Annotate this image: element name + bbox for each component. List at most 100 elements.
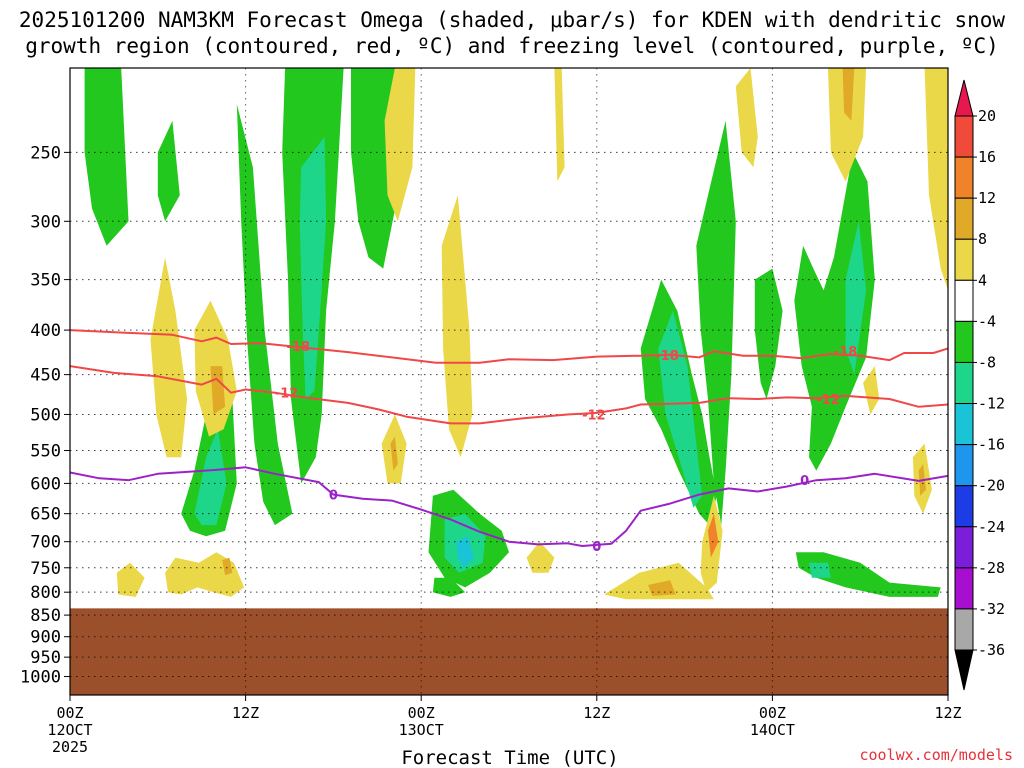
omega-region-down_mod-29	[648, 580, 676, 596]
colorbar-label-0: 20	[978, 107, 996, 125]
x-tick-label-60: 12Z	[934, 704, 961, 722]
colorbar-label-3: 8	[978, 230, 987, 248]
colorbar-bin-10	[954, 526, 974, 569]
omega-colorbar: 20 16 12 8 4 -4 -8 -12 -16 -20 -24 -28 -32 -36	[954, 79, 1005, 691]
omega-region-down_weak-24	[441, 195, 473, 458]
x-tick-label-0: 00Z	[56, 704, 83, 722]
y-tick-label-950: 950	[30, 648, 61, 668]
omega-region-down_mod-34	[842, 68, 855, 121]
omega-region-up_weak-1	[157, 120, 180, 222]
y-tick-label-650: 650	[30, 505, 61, 525]
contour-label-0-1: -18	[655, 349, 679, 364]
x-tick-date-48: 14OCT	[750, 721, 795, 739]
omega-region-up_mod-9	[658, 310, 703, 508]
y-tick-label-1000: 1000	[20, 668, 61, 688]
x-tick-label-48: 00Z	[759, 704, 786, 722]
y-tick-label-250: 250	[30, 143, 61, 163]
colorbar-label-4: 4	[978, 271, 987, 289]
colorbar-bin-1	[954, 156, 974, 199]
y-tick-label-400: 400	[30, 321, 61, 341]
omega-region-down_strong-31	[708, 513, 719, 558]
x-tick-label-12: 12Z	[232, 704, 259, 722]
y-tick-label-450: 450	[30, 366, 61, 386]
omega-region-up_mod-4	[194, 429, 227, 526]
colorbar-label-7: -12	[978, 395, 1005, 413]
colorbar-top-arrow	[954, 79, 974, 117]
colorbar-bin-0	[954, 115, 974, 158]
omega-region-down_weak-42	[526, 541, 555, 573]
omega-region-down_weak-33	[828, 68, 867, 182]
y-tick-label-500: 500	[30, 405, 61, 425]
omega-region-up_mod-19	[809, 562, 831, 578]
y-tick-label-850: 850	[30, 606, 61, 626]
omega-region-up_weak-11	[754, 268, 783, 399]
contour-label-2-0: 0	[329, 489, 338, 504]
y-tick-label-350: 350	[30, 271, 61, 291]
y-tick-label-700: 700	[30, 533, 61, 553]
colorbar-bin-6	[954, 361, 974, 405]
terrain-layer	[70, 608, 948, 695]
x-axis-title: Forecast Time (UTC)	[401, 747, 618, 768]
colorbar-label-8: -16	[978, 436, 1005, 454]
omega-region-up_mod-6	[299, 136, 327, 399]
pressure-axis: 2503003504004505005506006507007508008509…	[20, 143, 70, 688]
omega-region-down_weak-20	[150, 257, 188, 458]
temperature-contours: -18 -18 -18 -12 -12 -12 0 0 0	[70, 329, 948, 555]
x-tick-label-36: 12Z	[583, 704, 610, 722]
y-tick-label-800: 800	[30, 583, 61, 603]
y-tick-label-750: 750	[30, 559, 61, 579]
omega-region-down_weak-36	[863, 366, 880, 415]
omega-region-up_mod-13	[845, 221, 867, 375]
colorbar-label-10: -24	[978, 518, 1005, 536]
chart-title-line-2: growth region (contoured, red, ºC) and f…	[25, 34, 999, 58]
contour-line-1	[70, 365, 948, 425]
colorbar-bin-8	[954, 444, 974, 487]
omega-region-up_weak-12	[794, 152, 875, 471]
x-tick-label-24: 00Z	[408, 704, 435, 722]
contour-label-1-2: -12	[816, 393, 840, 408]
omega-region-up_strong-16	[456, 536, 474, 568]
omega-region-down_weak-28	[604, 562, 714, 600]
colorbar-bin-2	[954, 197, 974, 240]
x-tick-date-24: 13OCT	[399, 721, 444, 739]
omega-region-up_weak-2	[236, 104, 293, 526]
colorbar-bin-7	[954, 403, 974, 446]
contour-line-2	[70, 466, 948, 547]
plot-frame	[69, 67, 949, 696]
colorbar-bottom-arrow	[954, 649, 974, 691]
omega-region-up_weak-0	[84, 68, 129, 246]
omega-region-down_weak-32	[735, 68, 758, 168]
colorbar-label-12: -32	[978, 600, 1005, 618]
contour-label-1-0: -12	[275, 387, 299, 402]
y-tick-label-300: 300	[30, 212, 61, 232]
contour-line-0	[70, 329, 948, 364]
omega-region-down_mod-26	[390, 436, 398, 471]
omega-region-up_weak-18	[795, 552, 941, 597]
gridlines	[70, 68, 948, 695]
y-tick-label-550: 550	[30, 442, 61, 462]
y-tick-label-900: 900	[30, 628, 61, 648]
omega-region-down_weak-35	[924, 68, 948, 291]
credit-text: coolwx.com/models	[859, 746, 1013, 764]
x-tick-date-0: 12OCT	[47, 721, 92, 739]
colorbar-label-6: -8	[978, 353, 996, 371]
colorbar-bin-5	[954, 320, 974, 363]
colorbar-label-1: 16	[978, 148, 996, 166]
colorbar-bin-4	[954, 279, 974, 322]
omega-region-up_weak-17	[432, 577, 466, 597]
contour-label-0-0: -18	[287, 340, 311, 355]
colorbar-label-11: -28	[978, 559, 1005, 577]
contour-label-2-1: 0	[592, 540, 601, 555]
omega-region-down_mod-22	[210, 366, 226, 415]
omega-region-down_weak-27	[554, 68, 565, 182]
omega-region-down_weak-39	[116, 562, 145, 597]
colorbar-label-13: -36	[978, 641, 1005, 659]
colorbar-bin-3	[954, 238, 974, 281]
contour-label-2-2: 0	[800, 474, 809, 489]
colorbar-bin-11	[954, 567, 974, 610]
colorbar-bin-9	[954, 485, 974, 528]
x-tick-year-0: 2025	[52, 738, 88, 756]
omega-shading	[84, 68, 948, 600]
